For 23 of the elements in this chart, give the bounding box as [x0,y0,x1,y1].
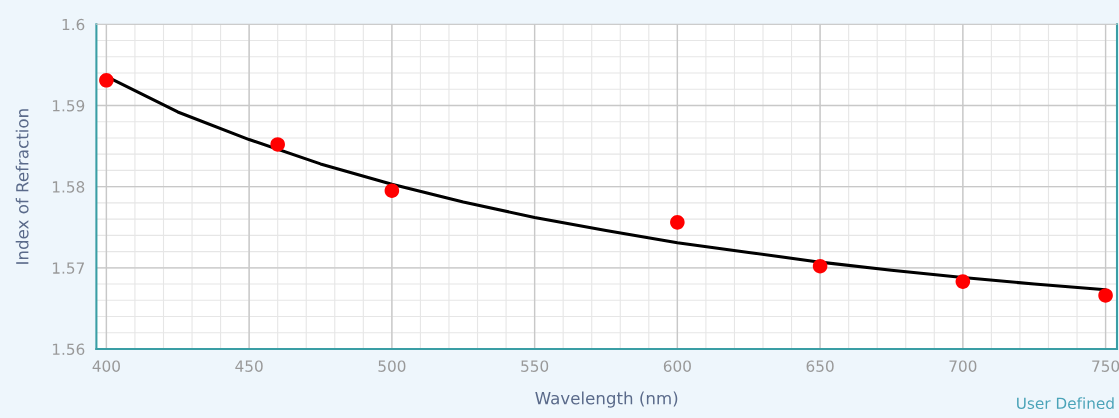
point [955,274,971,289]
y-tick-label: 1.57 [52,262,84,274]
x-tick-label: 500 [378,360,406,372]
point [384,183,400,198]
x-tick-label: 450 [235,360,263,372]
y-axis-title: Index of Refraction [15,109,29,264]
point [270,137,285,152]
x-tick-label: 550 [521,360,549,372]
x-tick-label: 600 [663,360,691,372]
x-tick-label: 700 [949,360,977,372]
y-tick-label: 1.6 [62,18,85,31]
x-tick-label: 750 [1092,360,1119,372]
point [812,258,828,274]
x-tick-label: 650 [806,360,834,372]
y-tick-label: 1.56 [52,343,85,356]
text: User Defined [1017,397,1114,410]
y-tick-label: 1.58 [52,181,85,193]
x-axis-title: Wavelength (nm) [535,391,678,408]
y-tick-label: 1.59 [52,99,85,112]
x-tick-label: 400 [92,360,120,372]
point [1098,288,1113,303]
point [670,215,685,230]
point [99,73,114,88]
